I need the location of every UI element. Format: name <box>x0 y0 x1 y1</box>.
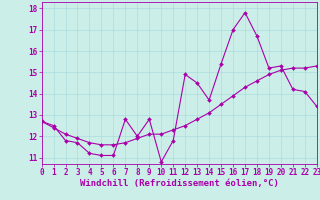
X-axis label: Windchill (Refroidissement éolien,°C): Windchill (Refroidissement éolien,°C) <box>80 179 279 188</box>
